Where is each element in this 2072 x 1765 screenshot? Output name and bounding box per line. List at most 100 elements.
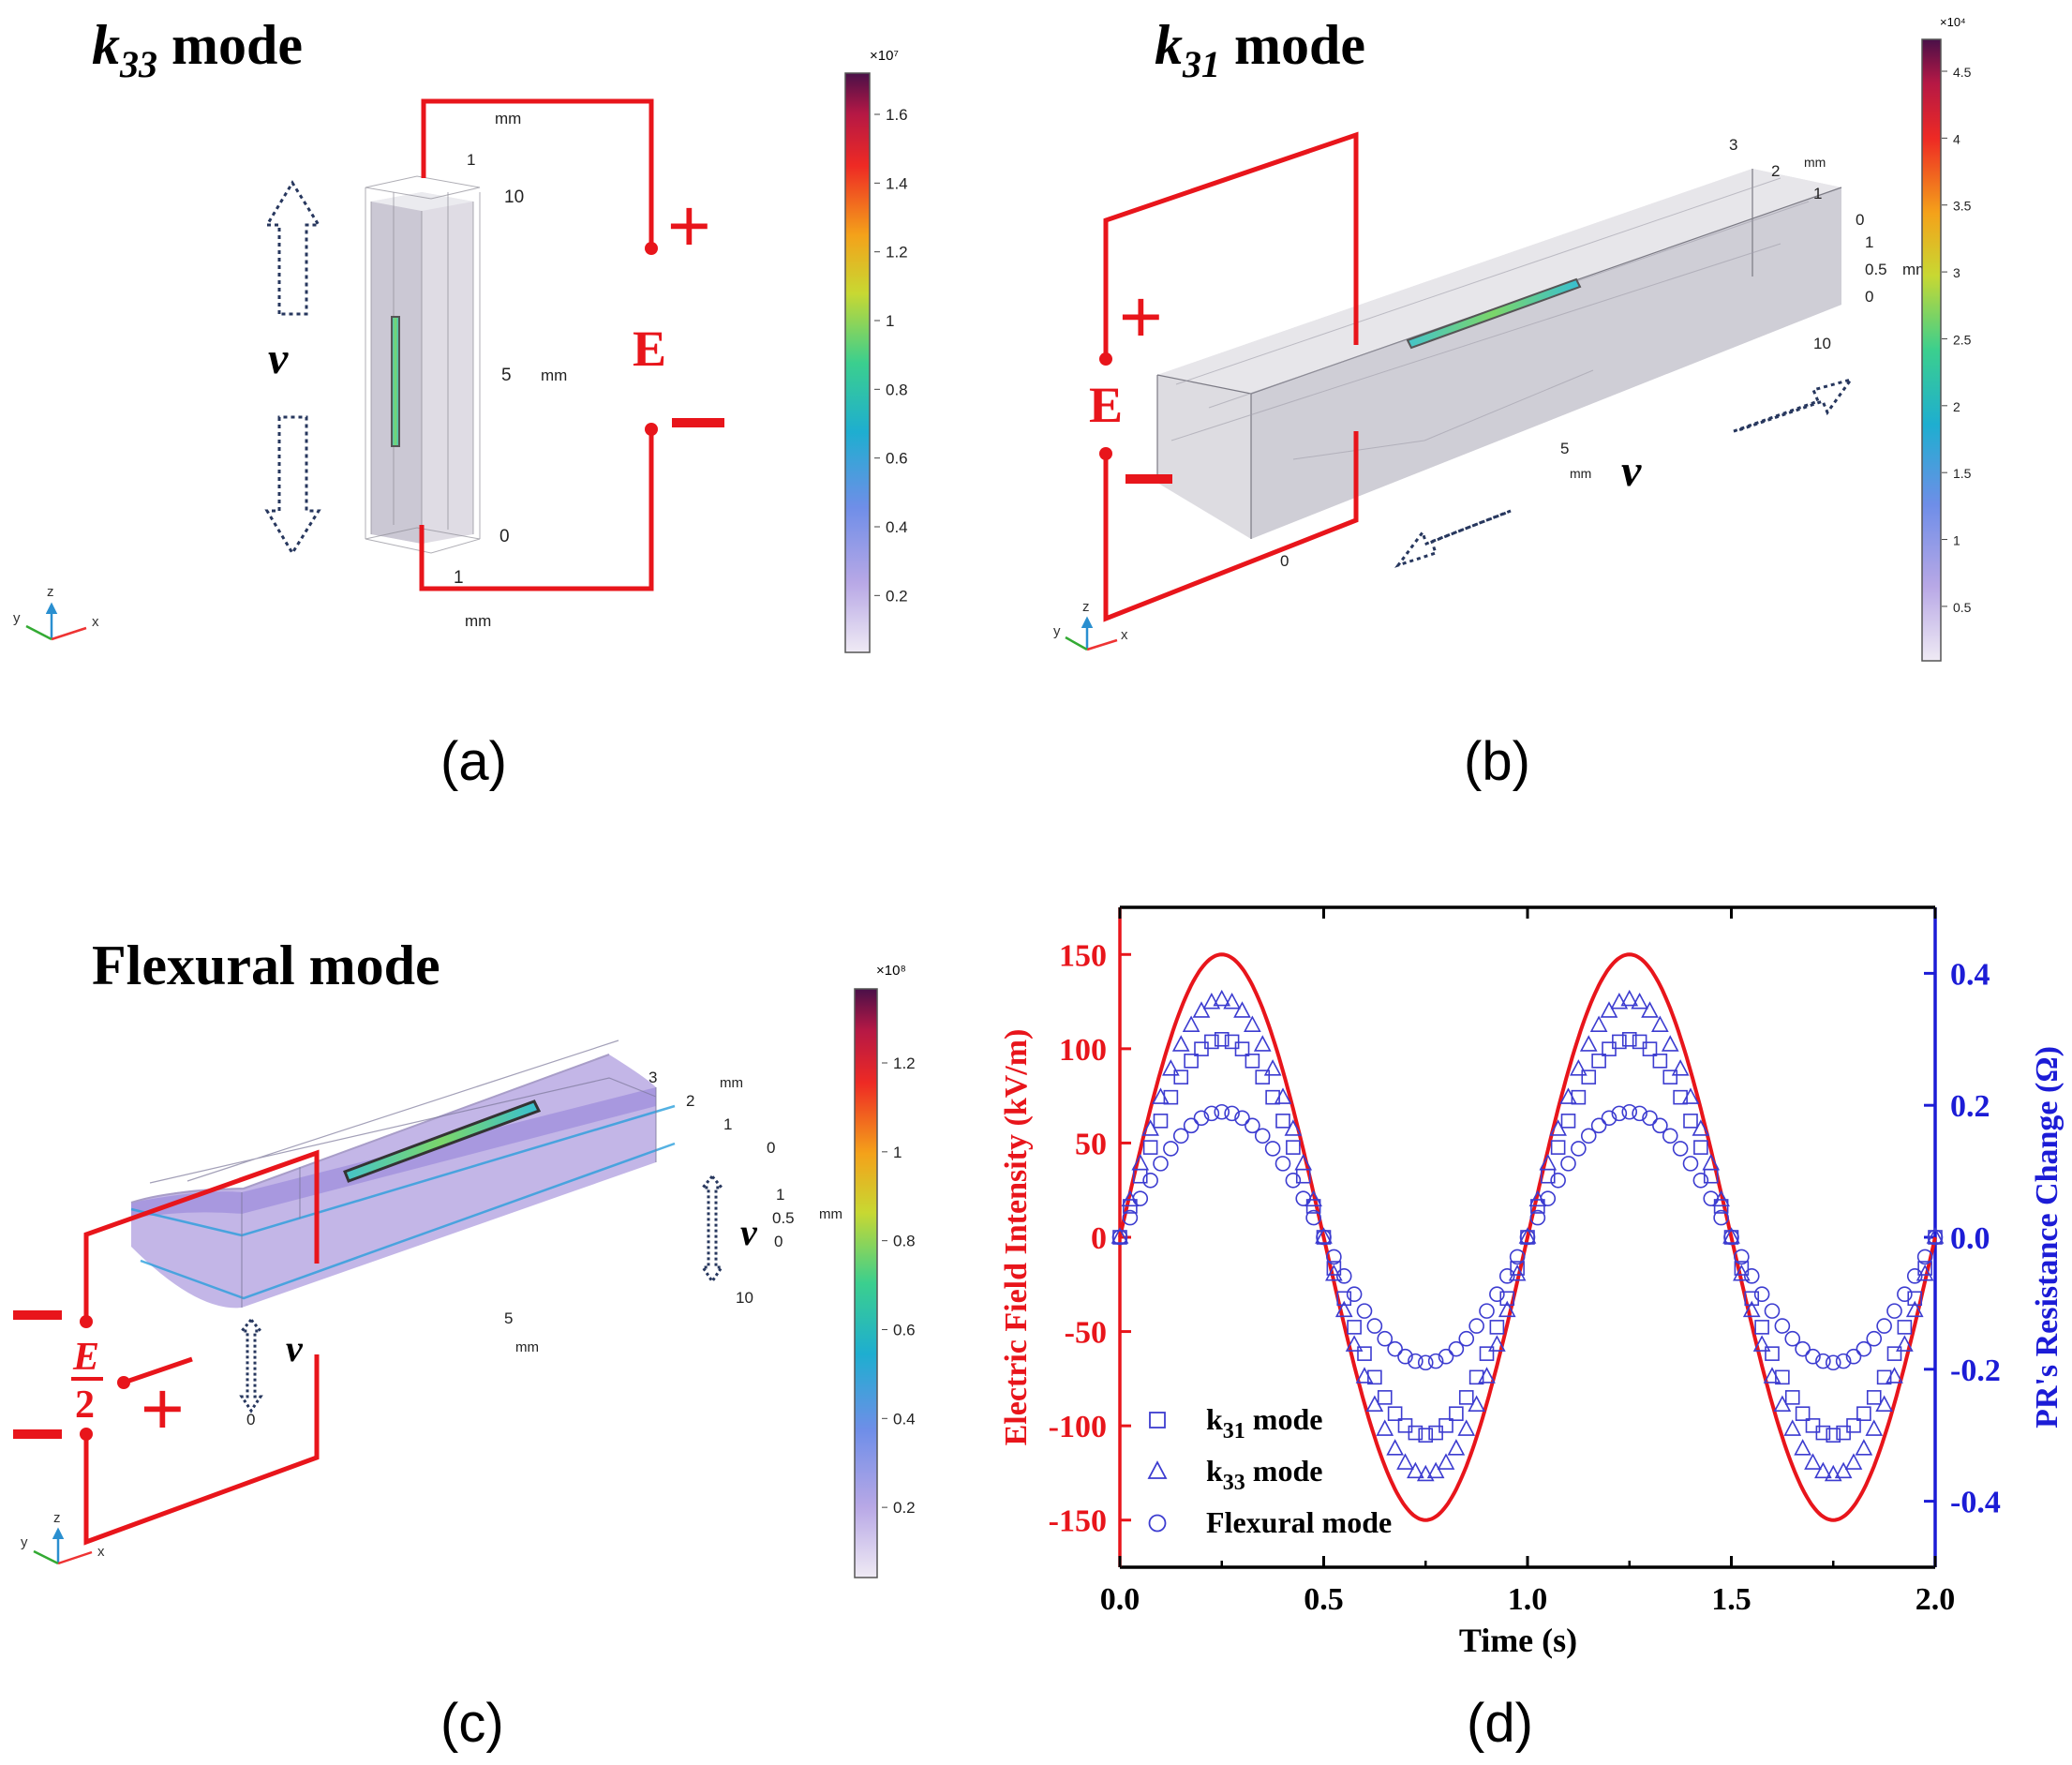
marker-k31-mode: [1214, 1032, 1230, 1047]
marker-k33-mode: [1752, 1335, 1771, 1352]
colorbar-b-tick: 1.5: [1953, 466, 1972, 481]
marker-k31-mode: [1612, 1034, 1627, 1050]
marker-k33-mode: [1926, 1227, 1945, 1244]
marker-flexural-mode: [1590, 1117, 1607, 1134]
axis-c-1b: 1: [776, 1186, 784, 1204]
series-electric-field-line: [1118, 952, 1937, 1522]
panel-d-chart: 0.0 0.5 1.0 1.5 2.0 150 100 50 0 -50 -100 -150 0.4 0.…: [999, 905, 2065, 1754]
svg-text:×10⁷: ×10⁷: [870, 48, 899, 64]
marker-k33-mode: [1794, 1439, 1811, 1456]
y-right-tick-label: -0.2: [1950, 1354, 2001, 1388]
axis-a-mm-bottom: mm: [465, 612, 491, 630]
k31-sensor-strip: [1406, 277, 1582, 350]
marker-flexural-mode: [1295, 1190, 1312, 1206]
legend-label: k31 mode: [1206, 1402, 1322, 1443]
marker-flexural-mode: [1264, 1141, 1281, 1157]
marker-flexural-mode: [1183, 1117, 1200, 1134]
y-left-tick-label: 150: [1059, 938, 1107, 973]
marker-k33-mode: [1671, 1059, 1690, 1076]
colorbar-a-tick: 1.4: [886, 174, 908, 192]
k31-terminal-plus: [1099, 352, 1112, 366]
marker-k31-mode: [1377, 1390, 1393, 1405]
marker-flexural-mode: [1825, 1354, 1841, 1371]
axis-a-5: 5: [501, 366, 512, 385]
marker-k33-mode: [1539, 1153, 1558, 1171]
y-left-tick-label: 0: [1091, 1221, 1107, 1256]
marker-k31-mode: [1336, 1291, 1352, 1307]
marker-k33-mode: [1865, 1419, 1884, 1436]
axis-a-1b: 1: [454, 568, 464, 588]
marker-k33-mode: [1447, 1439, 1466, 1456]
axis-c-0c: 0: [246, 1411, 255, 1428]
marker-flexural-mode: [1326, 1249, 1342, 1265]
axis-c-1: 1: [723, 1115, 732, 1133]
caption-c: (c): [440, 1693, 504, 1754]
k33-terminal-plus: [645, 242, 658, 255]
marker-k33-mode: [1651, 1015, 1669, 1032]
marker-flexural-mode: [1111, 1229, 1128, 1246]
marker-k31-mode: [1876, 1369, 1892, 1385]
marker-k33-mode: [1315, 1227, 1333, 1244]
flexural-field-numerator: E: [72, 1336, 99, 1379]
k33-sensor-strip: [391, 316, 400, 447]
marker-k33-mode: [1468, 1395, 1485, 1413]
marker-k33-mode: [1559, 1087, 1577, 1104]
marker-flexural-mode: [1397, 1348, 1413, 1365]
marker-k33-mode: [1549, 1119, 1567, 1136]
marker-k33-mode: [1345, 1335, 1364, 1352]
marker-k33-mode: [1692, 1119, 1710, 1136]
marker-flexural-mode: [1498, 1268, 1515, 1284]
marker-flexural-mode: [1642, 1110, 1658, 1127]
marker-k31-mode: [1866, 1390, 1882, 1405]
marker-flexural-mode: [1132, 1190, 1149, 1206]
svg-text:×10⁴: ×10⁴: [1940, 15, 1966, 29]
axis-c-2: 2: [686, 1092, 694, 1110]
marker-k31-mode: [1347, 1320, 1362, 1335]
axis-b-1b: 1: [1865, 233, 1873, 251]
axis-c-3: 3: [648, 1069, 657, 1086]
marker-flexural-mode: [1845, 1348, 1862, 1365]
flexural-field-denominator: 2: [75, 1384, 95, 1427]
panel-a-title: k33 mode: [92, 14, 303, 85]
marker-flexural-mode: [1438, 1348, 1454, 1365]
legend-marker-triangle: [1147, 1460, 1168, 1479]
colorbar-b-tick: 3.5: [1953, 199, 1972, 214]
axis-c-mm3: mm: [515, 1339, 539, 1355]
marker-flexural-mode: [1377, 1330, 1394, 1347]
marker-flexural-mode: [1927, 1229, 1944, 1246]
svg-text:y: y: [13, 610, 21, 626]
marker-flexural-mode: [1254, 1128, 1271, 1144]
marker-k31-mode: [1571, 1089, 1587, 1105]
marker-k33-mode: [1896, 1335, 1914, 1352]
marker-flexural-mode: [1723, 1229, 1739, 1246]
y-right-tick-label: 0.0: [1950, 1221, 1990, 1256]
colorbar-c-tick: 1.2: [893, 1055, 916, 1072]
marker-k31-mode: [1286, 1140, 1301, 1155]
marker-flexural-mode: [1163, 1141, 1179, 1157]
marker-flexural-mode: [1366, 1318, 1383, 1334]
marker-flexural-mode: [1743, 1268, 1760, 1284]
marker-k31-mode: [1673, 1089, 1688, 1105]
k33-minus-sign: [672, 418, 724, 427]
flexural-minus-bottom: [13, 1429, 62, 1439]
marker-flexural-mode: [1285, 1172, 1302, 1189]
marker-k33-mode: [1579, 1035, 1598, 1052]
marker-k31-mode: [1255, 1069, 1271, 1084]
colorbar-c-tick: 0.4: [893, 1410, 916, 1428]
marker-k33-mode: [1202, 992, 1221, 1010]
marker-k31-mode: [1184, 1054, 1199, 1069]
marker-k33-mode: [1722, 1227, 1740, 1244]
marker-flexural-mode: [1540, 1190, 1557, 1206]
marker-k31-mode: [1468, 1369, 1484, 1385]
colorbar-b-tick: 3: [1953, 265, 1960, 280]
marker-flexural-mode: [1662, 1128, 1678, 1144]
y-right-tick-label: 0.2: [1950, 1089, 1990, 1124]
axis-c-10: 10: [736, 1289, 753, 1307]
legend-label: k33 mode: [1206, 1454, 1322, 1495]
caption-b: (b): [1464, 731, 1530, 792]
flexural-velocity-arrow-left: [238, 1317, 264, 1413]
marker-k31-mode: [1245, 1054, 1260, 1069]
marker-flexural-mode: [1897, 1286, 1913, 1303]
flexural-velocity-label-right: v: [740, 1211, 758, 1253]
marker-k31-mode: [1683, 1114, 1698, 1129]
